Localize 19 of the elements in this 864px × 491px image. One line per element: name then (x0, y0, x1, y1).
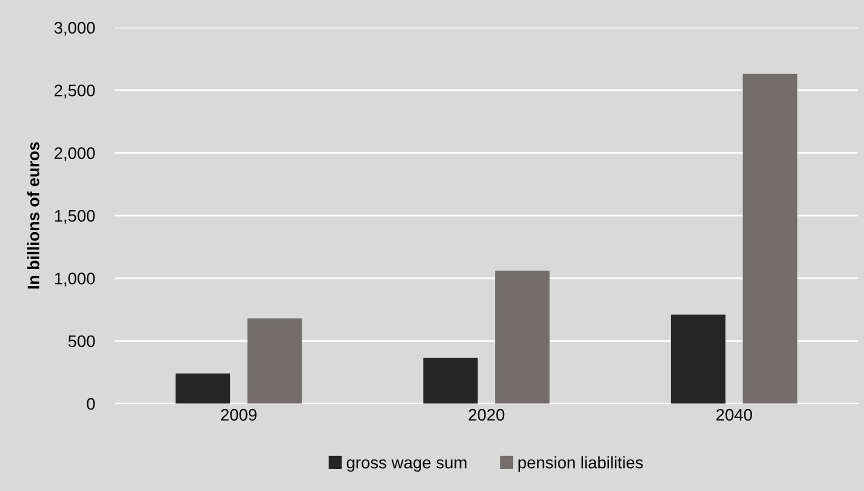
bar (742, 74, 798, 404)
legend-label: gross wage sum (346, 459, 466, 472)
y-tick-label: 2,500 (54, 84, 95, 98)
x-tick-label: 2020 (468, 408, 504, 421)
legend-label: pension liabilities (518, 456, 643, 472)
bar (176, 374, 230, 404)
y-tick-label: 2,000 (54, 147, 95, 162)
y-tick-label: 0 (86, 398, 95, 410)
y-tick-label: 1,500 (55, 210, 95, 224)
y-tick-label: 1,000 (55, 272, 95, 286)
y-tick-label: 3,000 (54, 22, 95, 36)
bar (247, 318, 302, 404)
x-tick-label: 2040 (716, 408, 752, 421)
bar (423, 358, 478, 404)
x-tick-label: 2009 (221, 408, 256, 421)
y-axis-title: In billions of euros (27, 142, 40, 289)
bar (495, 270, 550, 404)
bar (670, 314, 726, 404)
y-tick-label: 500 (68, 335, 95, 348)
